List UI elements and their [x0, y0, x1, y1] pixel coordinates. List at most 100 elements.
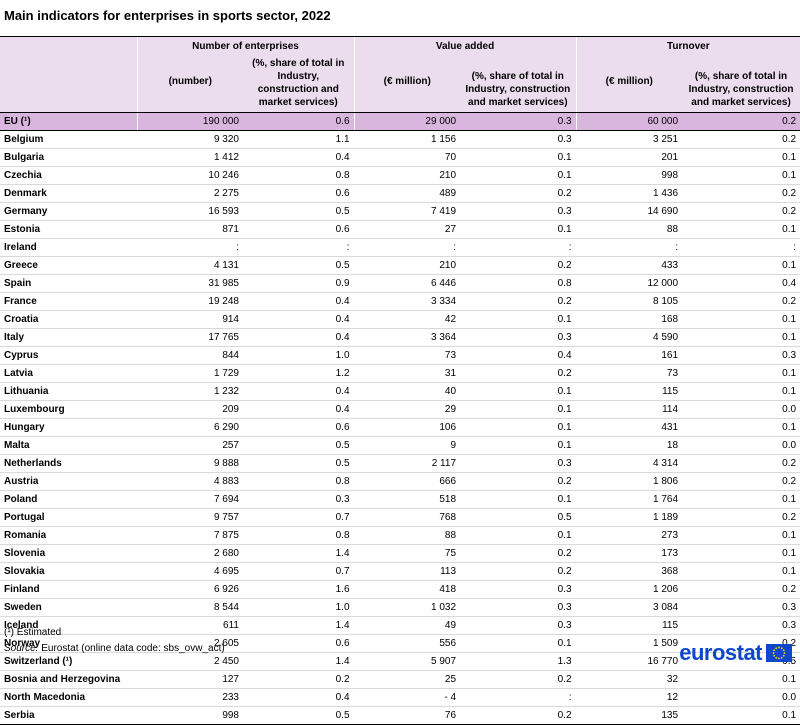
enterprises-share-cell: 0.4	[243, 292, 355, 311]
turnover-share-cell: 0.2	[682, 454, 800, 473]
value-added-million-cell: 1 032	[353, 598, 461, 617]
value-added-share-cell: 0.3	[460, 598, 577, 617]
turnover-share-cell: 0.1	[682, 418, 800, 437]
value-added-million-cell: 76	[353, 706, 461, 725]
turnover-million-cell: 1 189	[575, 508, 683, 527]
table-row: Greece 4 131 0.5 210 0.2 433 0.1	[0, 256, 800, 275]
turnover-million-cell: 60 000	[575, 112, 683, 131]
source-text: Eurostat (online data code: sbs_ovw_act)	[41, 643, 225, 654]
enterprises-share-cell: 1.0	[243, 346, 355, 365]
turnover-million-cell: 32	[575, 670, 683, 689]
value-added-million-cell: 31	[353, 364, 461, 383]
value-added-million-cell: 666	[353, 472, 461, 491]
value-added-share-cell: 0.3	[460, 202, 577, 221]
enterprises-number-cell: 9 320	[136, 130, 243, 149]
value-added-share-cell: 0.2	[460, 292, 577, 311]
value-added-million-cell: 25	[353, 670, 461, 689]
turnover-million-cell: 368	[575, 562, 683, 581]
enterprises-number-cell: 844	[136, 346, 243, 365]
enterprises-share-cell: 1.4	[243, 616, 355, 635]
enterprises-share-cell: 0.2	[243, 670, 355, 689]
value-added-share-cell: 0.1	[460, 526, 577, 545]
enterprises-number-cell: 16 593	[136, 202, 243, 221]
enterprises-number-cell: 1 232	[136, 382, 243, 401]
value-added-million-cell: 418	[353, 580, 461, 599]
enterprises-share-cell: 0.7	[243, 562, 355, 581]
value-added-share-cell: 0.1	[460, 148, 577, 167]
turnover-million-cell: 168	[575, 310, 683, 329]
value-added-share-cell: 0.1	[460, 436, 577, 455]
value-added-share-cell: 0.2	[460, 364, 577, 383]
table-row: Belgium 9 320 1.1 1 156 0.3 3 251 0.2	[0, 130, 800, 149]
turnover-share-cell: 0.1	[682, 256, 800, 275]
flag-star	[775, 656, 778, 659]
table-row: Croatia 914 0.4 42 0.1 168 0.1	[0, 310, 800, 329]
value-added-share-cell: 0.1	[460, 490, 577, 509]
table-row: Spain 31 985 0.9 6 446 0.8 12 000 0.4	[0, 274, 800, 293]
table-row: Denmark 2 275 0.6 489 0.2 1 436 0.2	[0, 184, 800, 203]
enterprises-share-cell: 0.9	[243, 274, 355, 293]
turnover-share-cell: :	[682, 238, 800, 257]
turnover-share-cell: 0.3	[682, 616, 800, 635]
turnover-share-cell: 0.2	[682, 508, 800, 527]
table-row: France 19 248 0.4 3 334 0.2 8 105 0.2	[0, 292, 800, 311]
table-row: Bosnia and Herzegovina 127 0.2 25 0.2 32 0.1	[0, 670, 800, 689]
enterprises-share-cell: 1.6	[243, 580, 355, 599]
value-added-share-cell: 0.2	[460, 544, 577, 563]
turnover-million-cell: 3 251	[575, 130, 683, 149]
logo-text: eurostat	[679, 640, 762, 665]
country-name: Czechia	[0, 166, 137, 185]
value-added-share-cell: 0.4	[460, 346, 577, 365]
enterprises-share-cell: 0.7	[243, 508, 355, 527]
turnover-million-cell: 998	[575, 166, 683, 185]
flag-star	[778, 646, 780, 649]
header-corner	[0, 36, 137, 53]
country-name: Sweden	[0, 598, 137, 617]
value-added-share-cell: 0.1	[460, 310, 577, 329]
turnover-share-cell: 0.1	[682, 328, 800, 347]
enterprises-number-cell: 871	[136, 220, 243, 239]
value-added-share-cell: 1.3	[460, 652, 577, 671]
table-row: Finland 6 926 1.6 418 0.3 1 206 0.2	[0, 580, 800, 599]
value-added-million-cell: 3 364	[353, 328, 461, 347]
enterprises-number-cell: 2 680	[136, 544, 243, 563]
enterprises-share-cell: 0.4	[243, 328, 355, 347]
country-name: Slovenia	[0, 544, 137, 563]
enterprises-number-cell: 257	[136, 436, 243, 455]
turnover-million-cell: 273	[575, 526, 683, 545]
value-added-million-cell: 106	[353, 418, 461, 437]
value-added-share-cell: 0.3	[460, 580, 577, 599]
value-added-million-cell: 29	[353, 400, 461, 419]
value-added-share-cell: 0.3	[460, 328, 577, 347]
country-name: Bosnia and Herzegovina	[0, 670, 137, 689]
country-name: Hungary	[0, 418, 137, 437]
enterprises-share-cell: 0.6	[243, 220, 355, 239]
turnover-million-cell: 1 206	[575, 580, 683, 599]
table-row: Poland 7 694 0.3 518 0.1 1 764 0.1	[0, 490, 800, 509]
country-name: Denmark	[0, 184, 137, 203]
turnover-share-cell: 0.1	[682, 670, 800, 689]
value-added-million-cell: 7 419	[353, 202, 461, 221]
turnover-million-cell: 114	[575, 400, 683, 419]
eu-flag-icon	[766, 644, 792, 662]
enterprises-number-cell: 31 985	[136, 274, 243, 293]
value-added-share-cell: 0.3	[460, 454, 577, 473]
enterprises-number-cell: 127	[136, 670, 243, 689]
value-added-share-cell: 0.1	[460, 166, 577, 185]
value-added-million-cell: 2 117	[353, 454, 461, 473]
turnover-million-cell: 3 084	[575, 598, 683, 617]
table-row: Italy 17 765 0.4 3 364 0.3 4 590 0.1	[0, 328, 800, 347]
turnover-share-cell: 0.1	[682, 310, 800, 329]
table-body: EU (¹) 190 000 0.6 29 000 0.3 60 000 0.2 Belgiu…	[0, 112, 800, 725]
enterprises-number-cell: 9 888	[136, 454, 243, 473]
table-row: Romania 7 875 0.8 88 0.1 273 0.1	[0, 526, 800, 545]
enterprises-number-cell: 17 765	[136, 328, 243, 347]
country-name: EU (¹)	[0, 112, 137, 131]
value-added-share-cell: 0.1	[460, 382, 577, 401]
value-added-share-cell: 0.1	[460, 634, 577, 653]
table-row: Luxembourg 209 0.4 29 0.1 114 0.0	[0, 400, 800, 419]
country-name: Slovakia	[0, 562, 137, 581]
turnover-million-cell: 88	[575, 220, 683, 239]
